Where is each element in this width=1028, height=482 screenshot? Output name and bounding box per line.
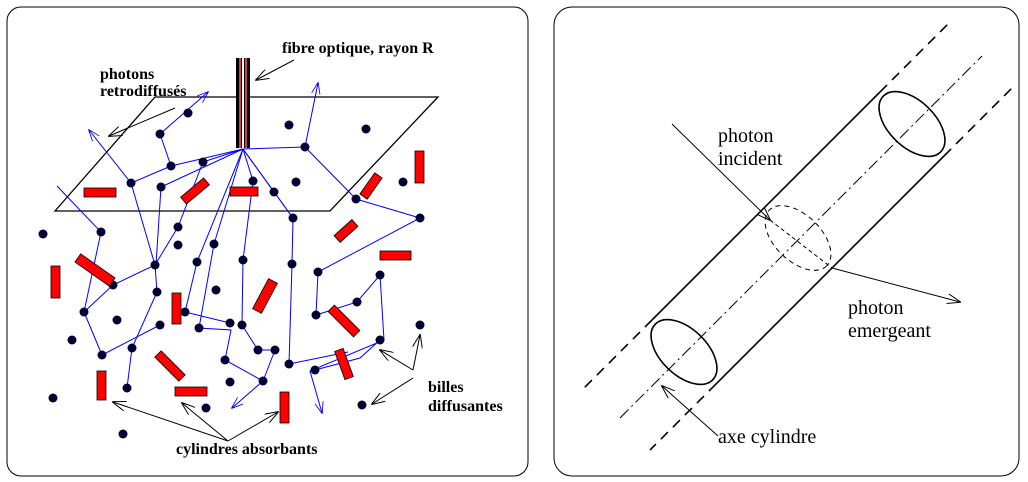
right-panel: photon incident photon emergeant axe cyl… [553,6,1020,477]
beads-label-line2: diffusantes [428,398,503,415]
cylinder [650,90,946,386]
incident-label-line1: photon [718,125,774,147]
cylinders-label: cylindres absorbants [176,441,318,458]
backscattered-label-line1: photons [100,66,154,83]
left-panel: fibre optique, rayon R photons retrodiff… [6,6,529,477]
photon-rays [662,123,960,437]
optical-fiber [236,58,250,148]
beads-label-line1: billes [428,379,464,396]
absorbing-cylinders [50,150,425,424]
emergent-label-line1: photon [848,297,904,319]
incident-label-line2: incident [718,148,783,170]
right-panel-frame [553,6,1020,477]
backscattered-label-line2: retrodiffusés [100,83,187,100]
axis-label: axe cylindre [718,426,816,448]
cylinder-axis [619,55,983,419]
emergent-label-line2: emergeant [848,320,931,342]
cylinder-extension-lines [583,23,1013,451]
left-annotation-arrows [109,59,420,442]
scattering-beads [38,108,425,439]
fiber-label: fibre optique, rayon R [282,40,434,57]
